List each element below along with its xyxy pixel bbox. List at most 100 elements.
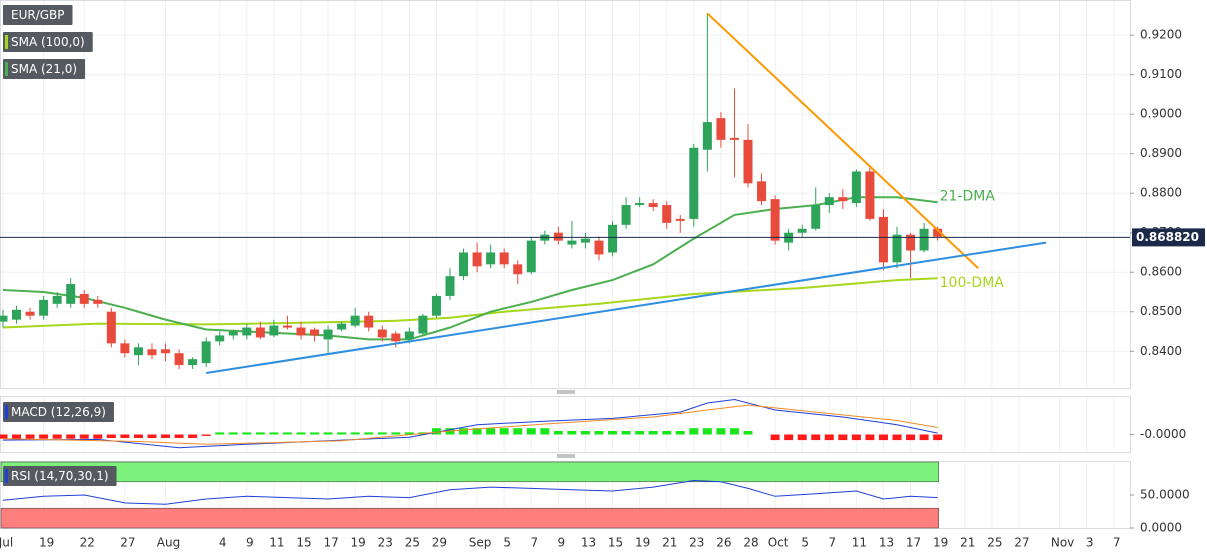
y-tick-label: 50.0000: [1140, 488, 1190, 502]
candle-body: [553, 232, 563, 241]
histogram-bar: [540, 428, 550, 435]
candle-body: [567, 240, 577, 245]
histogram-bar: [675, 431, 685, 435]
histogram-bar: [79, 434, 89, 439]
legend-box: [3, 466, 117, 486]
legend-box: [3, 402, 114, 422]
x-tick-label: 17: [323, 536, 338, 550]
candle-body: [919, 228, 929, 251]
histogram-bar: [215, 432, 225, 435]
candle-body: [25, 311, 35, 316]
candle-body: [445, 276, 455, 296]
candle-body: [228, 331, 238, 336]
histogram-bar: [228, 432, 238, 435]
x-tick-label: 27: [1014, 536, 1029, 550]
x-tick-label: 26: [716, 536, 731, 550]
histogram-bar: [174, 434, 184, 438]
candle-body: [120, 343, 130, 354]
candle-body: [689, 147, 699, 219]
candle-body: [93, 299, 103, 304]
histogram-bar: [824, 434, 834, 441]
candle-body: [377, 329, 387, 338]
legend-box: [3, 32, 93, 52]
candle-body: [757, 181, 767, 202]
x-tick-label: 17: [906, 536, 921, 550]
histogram-bar: [147, 434, 157, 438]
resize-grip[interactable]: [557, 390, 575, 394]
histogram-bar: [770, 434, 780, 441]
candle-body: [865, 171, 875, 219]
y-tick-label: 0.9000: [1140, 107, 1182, 121]
histogram-bar: [648, 431, 658, 435]
histogram-bar: [404, 432, 414, 435]
x-tick-label: 7: [530, 536, 538, 550]
histogram-bar: [201, 434, 211, 436]
x-tick-label: 21: [960, 536, 975, 550]
histogram-bar: [269, 432, 279, 435]
candle-body: [418, 315, 428, 334]
candle-body: [648, 203, 658, 208]
line-annotation: 21-DMA: [940, 188, 996, 204]
x-tick-label: 15: [296, 536, 311, 550]
x-tick-label: 11: [269, 536, 284, 550]
candle-body: [296, 327, 306, 336]
candle-body: [770, 199, 780, 241]
x-tick-label: 13: [581, 536, 596, 550]
histogram-bar: [337, 432, 347, 435]
last-price-box: [1132, 228, 1205, 247]
histogram-bar: [120, 434, 130, 438]
candle-body: [702, 122, 712, 150]
macd-line: [2, 404, 938, 445]
candle-body: [459, 252, 469, 277]
candle-body: [851, 171, 861, 204]
legend-entry: EUR/GBP: [3, 5, 73, 25]
candle-body: [594, 240, 604, 255]
legend-box: [3, 5, 73, 25]
candle-body: [66, 284, 76, 304]
candle-body: [838, 197, 848, 202]
candle-body: [499, 252, 509, 265]
histogram-bar: [0, 434, 8, 439]
histogram-bar: [106, 434, 116, 438]
candle-body: [486, 252, 496, 265]
x-tick-label: 19: [635, 536, 650, 550]
x-tick-label: 21: [662, 536, 677, 550]
histogram-bar: [499, 428, 509, 435]
resize-grip[interactable]: [557, 454, 575, 458]
legend-swatch: [5, 62, 8, 76]
x-tick-label: 11: [852, 536, 867, 550]
histogram-bar: [526, 428, 536, 435]
x-tick-label: 5: [801, 536, 809, 550]
histogram-bar: [133, 434, 143, 438]
candle-body: [364, 315, 374, 328]
candle-body: [350, 315, 360, 326]
histogram-bar: [729, 428, 739, 435]
candle-body: [0, 315, 8, 322]
candle-body: [824, 197, 834, 206]
x-tick-label: 7: [1113, 536, 1121, 550]
candle-body: [513, 264, 523, 275]
candle-body: [621, 205, 631, 225]
line-annotation: 100-DMA: [940, 275, 1005, 291]
candle-body: [39, 299, 49, 316]
candle-body: [106, 311, 116, 344]
candle-body: [729, 137, 739, 140]
x-tick-label: 4: [219, 536, 227, 550]
y-tick-label: 0.0000: [1140, 521, 1182, 535]
x-tick-label: Oct: [768, 536, 789, 550]
legend-swatch: [5, 469, 8, 483]
histogram-bar: [838, 434, 848, 441]
candle-body: [933, 228, 943, 237]
histogram-bar: [878, 434, 888, 441]
x-tick-label: 19: [933, 536, 948, 550]
histogram-bar: [323, 432, 333, 435]
histogram-bar: [188, 434, 198, 438]
candle-body: [133, 347, 143, 356]
histogram-bar: [391, 432, 401, 435]
x-tick-label: 19: [39, 536, 54, 550]
histogram-bar: [851, 434, 861, 441]
histogram-bar: [797, 434, 807, 441]
candle-body: [161, 349, 171, 354]
x-tick-label: 23: [378, 536, 393, 550]
x-tick-label: 15: [608, 536, 623, 550]
